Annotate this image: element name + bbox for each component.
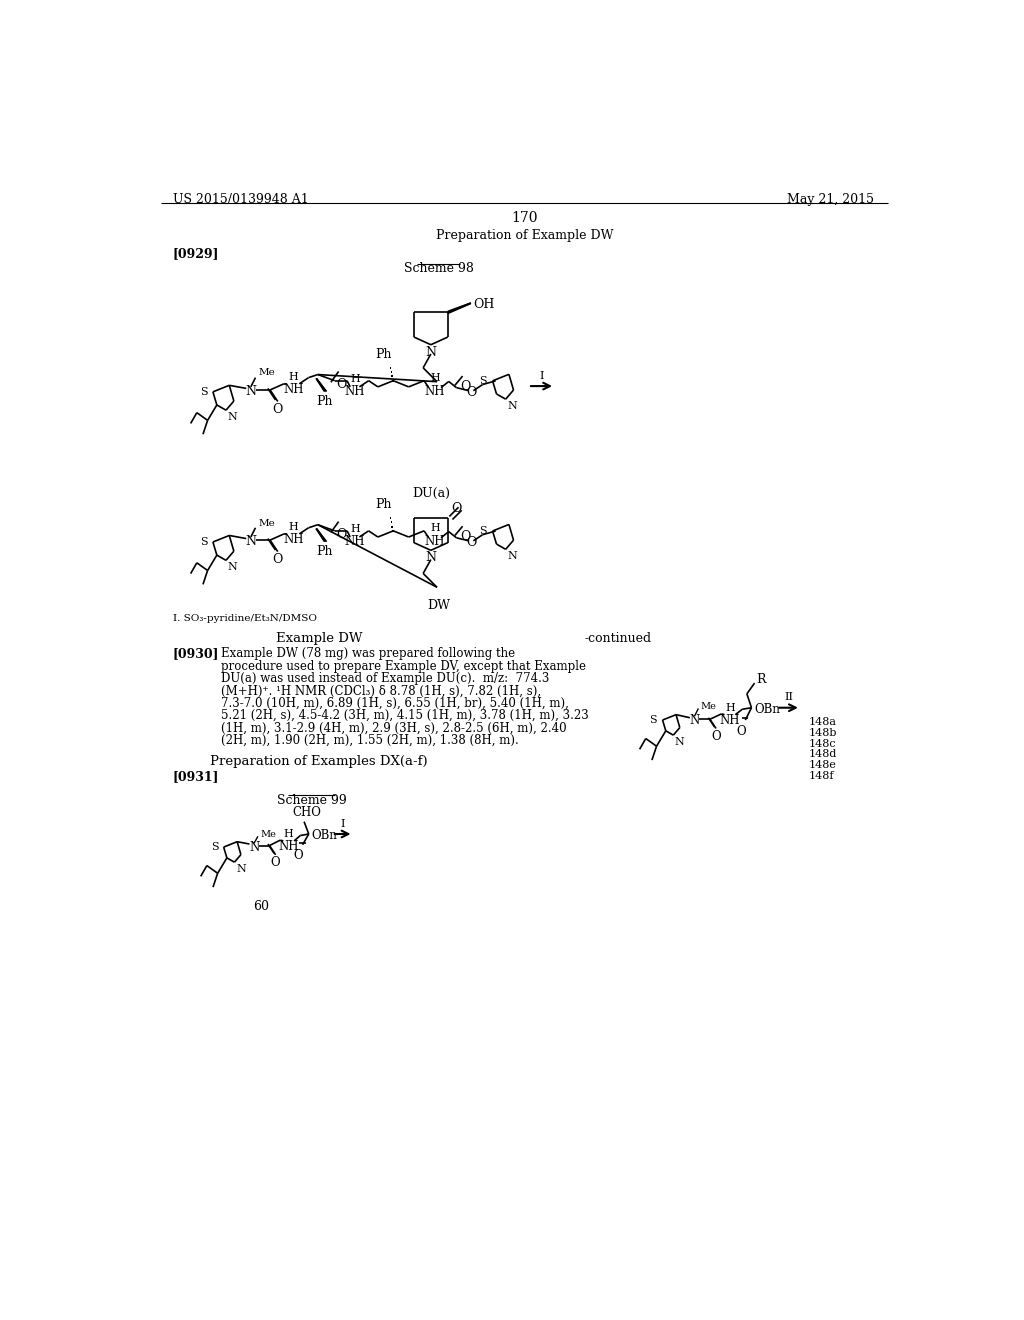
Text: O: O xyxy=(451,502,461,515)
Text: N: N xyxy=(246,535,256,548)
Text: N: N xyxy=(236,863,246,874)
Text: O: O xyxy=(460,380,471,393)
Text: H: H xyxy=(430,523,439,533)
Text: 148f: 148f xyxy=(809,771,834,781)
Text: O: O xyxy=(712,730,721,743)
Text: Me: Me xyxy=(700,702,717,711)
Text: Example DW: Example DW xyxy=(275,632,362,645)
Text: S: S xyxy=(649,715,657,725)
Text: [0931]: [0931] xyxy=(173,771,219,784)
Text: N: N xyxy=(246,385,256,397)
Text: DU(a): DU(a) xyxy=(412,487,450,500)
Text: NH: NH xyxy=(720,714,740,727)
Text: H: H xyxy=(284,829,294,840)
Text: NH: NH xyxy=(283,383,303,396)
Text: Ph: Ph xyxy=(316,545,333,558)
Text: 7.3-7.0 (10H, m), 6.89 (1H, s), 6.55 (1H, br), 5.40 (1H, m),: 7.3-7.0 (10H, m), 6.89 (1H, s), 6.55 (1H… xyxy=(221,697,569,710)
Text: CHO: CHO xyxy=(293,805,322,818)
Text: 148d: 148d xyxy=(809,750,837,759)
Text: I: I xyxy=(540,371,544,380)
Text: O: O xyxy=(293,849,303,862)
Text: Preparation of Example DW: Preparation of Example DW xyxy=(436,230,613,243)
Text: May 21, 2015: May 21, 2015 xyxy=(786,193,873,206)
Text: O: O xyxy=(467,385,477,399)
Text: [0930]: [0930] xyxy=(173,647,219,660)
Text: N: N xyxy=(507,401,517,411)
Text: S: S xyxy=(479,376,487,385)
Text: Preparation of Examples DX(a-f): Preparation of Examples DX(a-f) xyxy=(210,755,428,768)
Text: Me: Me xyxy=(260,830,276,840)
Text: 148a: 148a xyxy=(809,717,837,727)
Text: Ph: Ph xyxy=(375,347,391,360)
Text: Scheme 99: Scheme 99 xyxy=(276,793,346,807)
Text: S: S xyxy=(211,842,218,853)
Text: 148b: 148b xyxy=(809,727,837,738)
Text: Ph: Ph xyxy=(375,498,391,511)
Text: OBn: OBn xyxy=(755,702,780,715)
Text: O: O xyxy=(272,403,283,416)
Text: Me: Me xyxy=(258,368,275,378)
Text: N: N xyxy=(227,412,238,421)
Text: NH: NH xyxy=(283,533,303,546)
Text: O: O xyxy=(336,528,347,541)
Text: procedure used to prepare Example DV, except that Example: procedure used to prepare Example DV, ex… xyxy=(221,660,587,673)
Text: OH: OH xyxy=(473,298,495,312)
Text: Scheme 98: Scheme 98 xyxy=(403,263,473,276)
Text: (2H, m), 1.90 (2H, m), 1.55 (2H, m), 1.38 (8H, m).: (2H, m), 1.90 (2H, m), 1.55 (2H, m), 1.3… xyxy=(221,734,519,747)
Text: O: O xyxy=(272,553,283,566)
Text: I: I xyxy=(340,818,345,829)
Text: N: N xyxy=(249,841,259,854)
Text: Me: Me xyxy=(258,519,275,528)
Text: O: O xyxy=(336,378,347,391)
Text: 170: 170 xyxy=(512,211,538,224)
Text: O: O xyxy=(270,857,281,870)
Text: 5.21 (2H, s), 4.5-4.2 (3H, m), 4.15 (1H, m), 3.78 (1H, m), 3.23: 5.21 (2H, s), 4.5-4.2 (3H, m), 4.15 (1H,… xyxy=(221,709,589,722)
Text: 60: 60 xyxy=(254,900,269,913)
Text: H: H xyxy=(350,524,359,533)
Text: O: O xyxy=(467,536,477,549)
Text: N: N xyxy=(675,737,685,747)
Text: (M+H)⁺. ¹H NMR (CDCl₃) δ 8.78 (1H, s), 7.82 (1H, s),: (M+H)⁺. ¹H NMR (CDCl₃) δ 8.78 (1H, s), 7… xyxy=(221,684,542,697)
Text: NH: NH xyxy=(425,384,445,397)
Text: [0929]: [0929] xyxy=(173,247,219,260)
Text: H: H xyxy=(725,704,735,713)
Text: H: H xyxy=(289,372,298,383)
Text: NH: NH xyxy=(425,535,445,548)
Text: N: N xyxy=(507,550,517,561)
Text: II: II xyxy=(784,692,793,702)
Text: DU(a) was used instead of Example DU(c).  m/z:  774.3: DU(a) was used instead of Example DU(c).… xyxy=(221,672,550,685)
Text: H: H xyxy=(289,523,298,532)
Text: NH: NH xyxy=(279,840,299,853)
Text: N: N xyxy=(425,346,436,359)
Text: S: S xyxy=(200,387,208,397)
Text: 148e: 148e xyxy=(809,760,837,770)
Text: Example DW (78 mg) was prepared following the: Example DW (78 mg) was prepared followin… xyxy=(221,647,515,660)
Text: O: O xyxy=(460,531,471,543)
Text: H: H xyxy=(350,374,359,384)
Text: I. SO₃-pyridine/Et₃N/DMSO: I. SO₃-pyridine/Et₃N/DMSO xyxy=(173,614,316,623)
Text: R: R xyxy=(756,673,766,686)
Text: US 2015/0139948 A1: US 2015/0139948 A1 xyxy=(173,193,308,206)
Text: S: S xyxy=(479,525,487,536)
Text: DW: DW xyxy=(427,599,451,612)
Text: -continued: -continued xyxy=(585,632,652,645)
Text: N: N xyxy=(689,714,699,727)
Text: Ph: Ph xyxy=(316,395,333,408)
Text: NH: NH xyxy=(344,536,365,549)
Text: 148c: 148c xyxy=(809,738,836,748)
Text: H: H xyxy=(430,374,439,383)
Text: N: N xyxy=(425,552,436,564)
Text: S: S xyxy=(200,537,208,546)
Text: N: N xyxy=(227,562,238,572)
Text: (1H, m), 3.1-2.9 (4H, m), 2.9 (3H, s), 2.8-2.5 (6H, m), 2.40: (1H, m), 3.1-2.9 (4H, m), 2.9 (3H, s), 2… xyxy=(221,721,567,734)
Text: O: O xyxy=(736,725,745,738)
Text: NH: NH xyxy=(344,385,365,399)
Text: OBn: OBn xyxy=(312,829,338,842)
